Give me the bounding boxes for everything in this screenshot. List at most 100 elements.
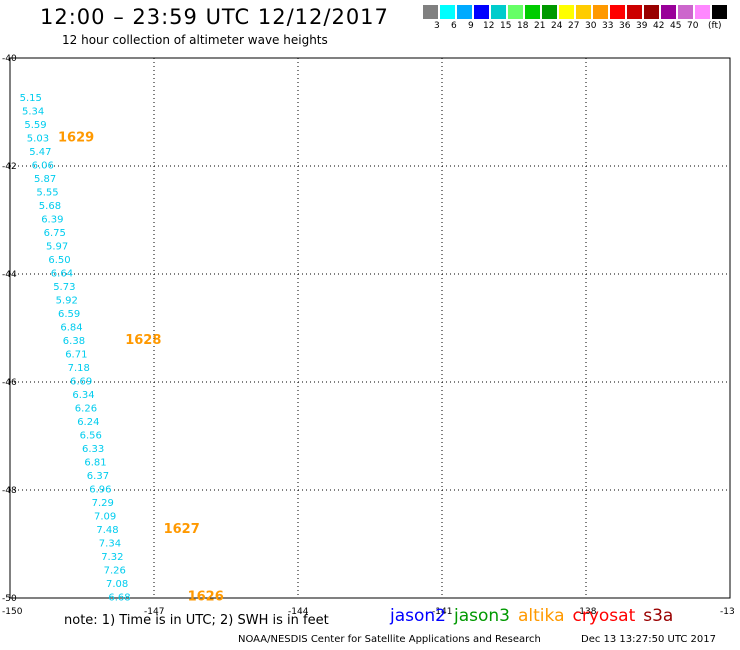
swh-label: 6.81 xyxy=(84,458,106,469)
credit-text: NOAA/NESDIS Center for Satellite Applica… xyxy=(238,634,541,645)
legend-label: 33 xyxy=(602,21,614,31)
axis-labels: -150 -147 -144 -141 -138 -13 -40 -42 -44 -46 -48 -5… xyxy=(2,54,735,617)
legend-label: 36 xyxy=(619,21,631,31)
lat-tick-label: -46 xyxy=(2,378,17,388)
swh-label: 7.29 xyxy=(92,498,114,509)
lat-tick-label: -50 xyxy=(2,594,17,604)
time-label: 1629 xyxy=(58,131,94,146)
swh-label: 6.69 xyxy=(70,377,92,388)
legend-swatch xyxy=(508,5,523,19)
swh-label: 6.33 xyxy=(82,444,104,455)
legend-swatch xyxy=(678,5,693,19)
swh-label: 7.26 xyxy=(104,566,126,577)
swh-label: 6.96 xyxy=(89,485,111,496)
swh-label: 6.59 xyxy=(58,309,80,320)
swh-label: 6.84 xyxy=(60,323,82,334)
swh-label: 5.59 xyxy=(24,120,46,131)
lat-tick-label: -42 xyxy=(2,162,17,172)
swh-label: 5.03 xyxy=(27,134,49,145)
legend-label: (ft) xyxy=(708,21,722,31)
legend-label: 42 xyxy=(653,21,665,31)
time-labels: 1629 1628 1627 1626 xyxy=(58,131,224,605)
swh-label: 6.06 xyxy=(32,161,54,172)
swh-label: 6.75 xyxy=(44,228,66,239)
lon-tick-label: -138 xyxy=(576,607,597,617)
legend-label: 39 xyxy=(636,21,648,31)
swh-label: 6.56 xyxy=(80,431,102,442)
swh-label: 5.92 xyxy=(56,296,78,307)
legend-swatch xyxy=(457,5,472,19)
legend-label: 6 xyxy=(451,21,457,31)
legend-swatch xyxy=(627,5,642,19)
map-frame xyxy=(9,57,731,599)
swh-label: 7.48 xyxy=(96,525,118,536)
lat-tick-label: -40 xyxy=(2,54,17,64)
page-title: 12:00 – 23:59 UTC 12/12/2017 xyxy=(40,5,389,29)
track-labels: 5.15 5.34 5.59 5.03 5.47 6.06 5.87 5.55 5.68 6.39… xyxy=(20,93,131,604)
footer-note: note: 1) Time is in UTC; 2) SWH is in fe… xyxy=(64,613,329,628)
time-label: 1627 xyxy=(164,522,200,537)
legend-label: 9 xyxy=(468,21,474,31)
swh-label: 6.26 xyxy=(75,404,97,415)
swh-label: 6.50 xyxy=(48,255,70,266)
swh-label: 6.34 xyxy=(72,390,94,401)
swh-label: 7.09 xyxy=(94,512,116,523)
swh-label: 7.18 xyxy=(68,363,90,374)
legend-label: 24 xyxy=(551,21,563,31)
page-subtitle: 12 hour collection of altimeter wave hei… xyxy=(62,33,328,47)
timestamp: Dec 13 13:27:50 UTC 2017 xyxy=(581,634,716,645)
swh-label: 7.34 xyxy=(99,539,121,550)
legend-label: 27 xyxy=(568,21,580,31)
legend-swatch xyxy=(440,5,455,19)
lon-tick-label: -147 xyxy=(144,607,164,617)
swh-label: 5.15 xyxy=(20,93,42,104)
legend-label: 30 xyxy=(585,21,597,31)
swh-label: 6.38 xyxy=(63,336,85,347)
map-grid xyxy=(9,57,731,599)
swh-label: 7.08 xyxy=(106,579,128,590)
legend-swatch xyxy=(474,5,489,19)
swh-label: 6.39 xyxy=(41,215,63,226)
lon-tick-label: -144 xyxy=(288,607,309,617)
legend-swatch xyxy=(423,5,438,19)
lat-tick-label: -44 xyxy=(2,270,17,280)
legend-swatch xyxy=(644,5,659,19)
swh-label: 5.73 xyxy=(53,282,75,293)
satellite-s3a: s3a xyxy=(643,606,674,626)
swh-label: 6.64 xyxy=(51,269,73,280)
swh-label: 6.71 xyxy=(65,350,87,361)
swh-label: 5.87 xyxy=(34,174,56,185)
legend-swatch xyxy=(525,5,540,19)
swh-label: 5.97 xyxy=(46,242,68,253)
legend-swatch xyxy=(661,5,676,19)
swh-label: 6.37 xyxy=(87,471,109,482)
legend-label: 3 xyxy=(434,21,440,31)
legend-swatch xyxy=(559,5,574,19)
legend-swatch xyxy=(610,5,625,19)
color-legend-labels: 3 6 9 12 15 18 21 24 27 30 33 36 39 42 45 70 (ft) xyxy=(423,21,733,33)
swh-label: 6.24 xyxy=(77,417,99,428)
legend-swatch xyxy=(576,5,591,19)
satellite-cryosat: cryosat xyxy=(572,606,636,626)
swh-label: 5.55 xyxy=(36,188,58,199)
legend-swatch xyxy=(542,5,557,19)
color-legend xyxy=(423,5,727,19)
legend-label: 15 xyxy=(500,21,512,31)
legend-label: 70 xyxy=(687,21,699,31)
satellite-jason3: jason3 xyxy=(454,606,510,626)
satellite-altika: altika xyxy=(518,606,565,626)
legend-label: 45 xyxy=(670,21,682,31)
swh-label: 5.47 xyxy=(29,147,51,158)
lon-tick-label: -13 xyxy=(720,607,735,617)
satellite-legend: jason2 jason3 altika cryosat s3a xyxy=(390,606,681,626)
legend-label: 12 xyxy=(483,21,495,31)
time-label: 1628 xyxy=(125,333,161,348)
swh-label: 5.68 xyxy=(39,201,61,212)
legend-label: 21 xyxy=(534,21,546,31)
satellite-jason2: jason2 xyxy=(390,606,446,626)
lon-tick-label: -150 xyxy=(2,607,23,617)
lon-tick-label: -141 xyxy=(432,607,452,617)
lat-tick-label: -48 xyxy=(2,486,17,496)
swh-label: 6.68 xyxy=(108,593,130,604)
